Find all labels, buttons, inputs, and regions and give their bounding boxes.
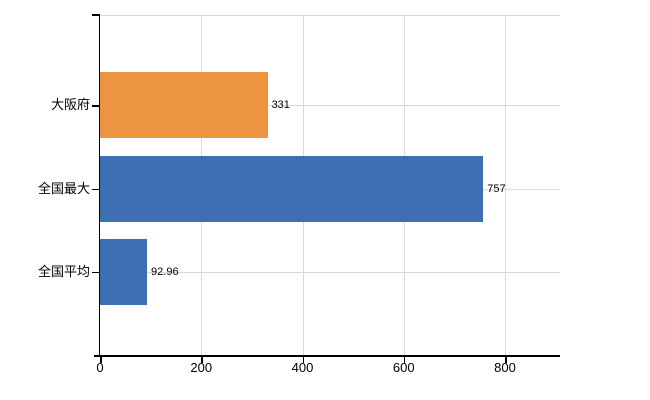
- bar: [100, 238, 148, 305]
- x-axis-tick: [302, 356, 304, 363]
- y-axis-tick: [92, 271, 99, 273]
- gridline-category: [100, 271, 560, 273]
- x-axis-line: [94, 355, 560, 357]
- x-tick-label: 600: [392, 360, 415, 375]
- bar: [100, 155, 484, 222]
- gridline-category: [100, 105, 560, 106]
- gridline-top: [100, 15, 560, 16]
- x-tick-label: 0: [96, 360, 104, 375]
- bar-value-label: 331: [271, 99, 290, 111]
- category-label: 全国最大: [37, 180, 90, 196]
- x-tick-label: 200: [190, 360, 213, 375]
- category-label: 全国平均: [37, 263, 90, 279]
- category-label: 大阪府: [50, 97, 90, 112]
- x-tick-label: 400: [291, 360, 314, 375]
- y-axis-tick: [92, 105, 99, 107]
- bar-value-label: 92.96: [151, 265, 179, 278]
- y-axis-top-tick: [92, 14, 99, 16]
- x-axis-tick: [505, 356, 507, 363]
- gridline-x: [505, 15, 506, 355]
- x-axis-tick: [403, 356, 406, 363]
- y-axis-tick: [92, 188, 99, 190]
- bar: [100, 72, 268, 138]
- x-axis-tick: [201, 356, 203, 363]
- bar-value-label: 757: [487, 182, 506, 195]
- x-axis-tick: [100, 356, 102, 363]
- y-axis-line: [98, 14, 100, 355]
- x-tick-label: 800: [494, 360, 516, 375]
